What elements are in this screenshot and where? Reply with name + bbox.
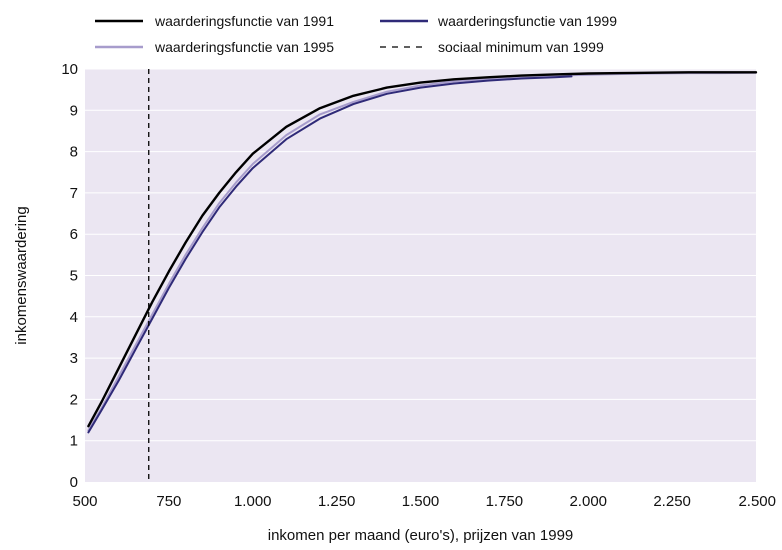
y-tick-label: 6 (70, 226, 78, 243)
y-tick-label: 3 (70, 350, 78, 367)
legend-label: sociaal minimum van 1999 (438, 39, 604, 55)
series-layer (87, 71, 758, 434)
x-axis-label: inkomen per maand (euro's), prijzen van … (268, 527, 574, 544)
series-line-waarderingsfunctie-van-1991 (87, 71, 758, 428)
y-tick-label: 8 (70, 144, 78, 161)
legend-item: waarderingsfunctie van 1991 (95, 13, 334, 29)
legend-label: waarderingsfunctie van 1995 (154, 39, 334, 55)
x-tick-label: 2.500 (738, 493, 776, 510)
x-axis-ticks: 500 750 1.000 1.250 1.500 1.750 2.000 2.250 2.50… (72, 493, 776, 510)
y-tick-label: 10 (61, 61, 78, 78)
legend-label: waarderingsfunctie van 1999 (437, 13, 617, 29)
y-axis-label: inkomenswaardering (13, 206, 30, 344)
legend: waarderingsfunctie van 1991 waarderingsfu… (95, 13, 617, 55)
x-tick-label: 1.250 (318, 493, 356, 510)
series-line-waarderingsfunctie-van-1999 (87, 75, 573, 434)
y-tick-label: 5 (70, 268, 78, 285)
x-tick-label: 2.250 (653, 493, 691, 510)
y-tick-label: 2 (70, 391, 78, 408)
legend-item: waarderingsfunctie van 1999 (380, 13, 617, 29)
y-tick-label: 7 (70, 185, 78, 202)
x-tick-label: 1.000 (234, 493, 272, 510)
gridlines (85, 68, 756, 442)
y-tick-label: 1 (70, 433, 78, 450)
y-tick-label: 4 (70, 309, 78, 326)
y-tick-label: 9 (70, 102, 78, 119)
y-tick-label: 0 (70, 474, 78, 491)
legend-label: waarderingsfunctie van 1991 (154, 13, 334, 29)
x-tick-label: 500 (72, 493, 97, 510)
y-axis-ticks: 0 1 2 3 4 5 6 7 8 9 10 (61, 61, 78, 491)
legend-item: waarderingsfunctie van 1995 (95, 39, 334, 55)
legend-item: sociaal minimum van 1999 (380, 39, 604, 55)
x-tick-label: 1.750 (486, 493, 524, 510)
x-tick-label: 1.500 (402, 493, 440, 510)
x-tick-label: 750 (156, 493, 181, 510)
x-tick-label: 2.000 (569, 493, 607, 510)
